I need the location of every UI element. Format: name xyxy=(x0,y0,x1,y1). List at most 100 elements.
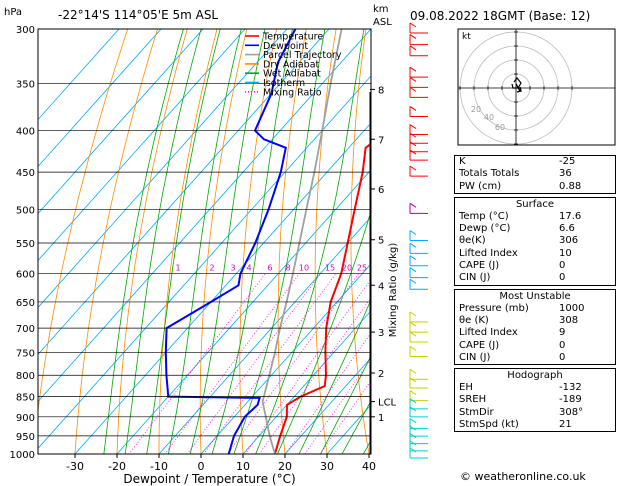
isotherm-line xyxy=(116,169,371,454)
pressure-tick-label: 400 xyxy=(16,127,35,138)
pressure-tick-label: 650 xyxy=(16,298,35,309)
altitude-tick-label: 5 xyxy=(378,236,384,247)
dry-adiabat-line xyxy=(116,29,188,454)
row-value: -189 xyxy=(559,394,582,406)
table-row: θe (K) 308 xyxy=(455,315,615,327)
dry-adiabat-line xyxy=(350,29,370,454)
wind-barb xyxy=(409,267,417,273)
isotherm-line xyxy=(158,216,371,454)
table-row: K -25 xyxy=(455,156,615,168)
pressure-tick-label: 300 xyxy=(16,25,35,36)
isotherm-line xyxy=(200,263,371,454)
mixing-ratio-label: 15 xyxy=(325,264,335,273)
mixing-ratio-line xyxy=(203,273,337,454)
mixing-ratio-label: 4 xyxy=(246,264,251,273)
table-row: CIN (J) 0 xyxy=(455,352,615,364)
x-tick-label: 0 xyxy=(198,460,205,473)
hodograph-trace xyxy=(511,77,522,89)
row-value: 21 xyxy=(559,419,572,431)
dry-adiabat-line xyxy=(158,29,218,454)
wind-barb xyxy=(409,418,417,423)
isotherm-line xyxy=(74,122,371,454)
row-value: 0 xyxy=(559,351,566,363)
wind-barb xyxy=(409,230,417,235)
x-tick-label: 30 xyxy=(320,460,334,473)
row-label: Lifted Index xyxy=(459,247,518,259)
wind-barb xyxy=(409,433,417,439)
plot-frame xyxy=(37,28,372,455)
row-label: StmSpd (kt) xyxy=(459,419,519,431)
wet-adiabat-line xyxy=(298,298,371,454)
hodograph-frame xyxy=(457,28,616,146)
dry-adiabat-line xyxy=(419,5,457,472)
altitude-unit-label: ASL xyxy=(373,17,392,28)
table-row: θe(K) 306 xyxy=(455,235,615,247)
table-row: SREH -189 xyxy=(455,394,615,406)
isotherm-line xyxy=(242,310,371,454)
pressure-tick-label: 800 xyxy=(16,371,35,382)
wind-barb xyxy=(409,331,417,337)
wind-barb xyxy=(409,149,417,155)
row-label: Temp (°C) xyxy=(459,210,509,222)
credit-text: © weatheronline.co.uk xyxy=(460,470,586,483)
hodograph-ring-label: 60 xyxy=(495,123,505,132)
wind-barb xyxy=(409,425,417,431)
table-row: Lifted Index 9 xyxy=(455,327,615,339)
wind-barb xyxy=(409,141,417,147)
legend-label: Dewpoint xyxy=(263,41,308,52)
wind-barb xyxy=(409,390,417,396)
table-row: Lifted Index 10 xyxy=(455,248,615,260)
mixing-ratio-label: 6 xyxy=(267,264,272,273)
row-label: Totals Totals xyxy=(459,168,520,180)
row-label: CAPE (J) xyxy=(459,260,500,272)
altitude-tick-label: 1 xyxy=(378,413,384,424)
mixing-ratio-label: 25 xyxy=(357,264,367,273)
row-label: Lifted Index xyxy=(459,327,518,339)
pressure-tick-label: 950 xyxy=(16,432,35,443)
wind-barb xyxy=(409,368,417,374)
wind-barb xyxy=(409,255,417,261)
row-value: 1000 xyxy=(559,302,585,314)
wind-barb xyxy=(409,86,417,92)
pressure-tick-label: 600 xyxy=(16,270,35,281)
table-row: CAPE (J) 0 xyxy=(455,260,615,272)
table-row: EH -132 xyxy=(455,382,615,394)
x-tick-label: -20 xyxy=(108,460,126,473)
row-value: 17.6 xyxy=(559,210,582,222)
row-value: 6.6 xyxy=(559,223,575,235)
altitude-tick-label: 3 xyxy=(378,328,384,339)
wet-adiabat-line xyxy=(276,209,371,454)
wet-adiabat-line xyxy=(341,399,371,454)
wind-barb xyxy=(409,34,417,39)
dry-adiabat-line xyxy=(74,29,158,454)
wind-barb xyxy=(409,22,417,28)
wind-barb xyxy=(409,66,417,72)
mixing-ratio-label: 3 xyxy=(230,264,235,273)
legend-label: Isotherm xyxy=(263,78,305,89)
row-label: PW (cm) xyxy=(459,180,502,192)
row-label: CAPE (J) xyxy=(459,339,500,351)
mixing-ratio-line xyxy=(244,278,371,454)
pressure-tick-label: 700 xyxy=(16,324,35,335)
x-tick-label: 10 xyxy=(236,460,250,473)
table-row: Pressure (mb) 1000 xyxy=(455,303,615,315)
isotherm-line xyxy=(38,29,204,215)
wind-barb xyxy=(409,440,417,446)
pressure-tick-label: 900 xyxy=(16,413,35,424)
wind-barb xyxy=(409,76,417,82)
hodograph-table: Hodograph EH -132 SREH -189 StmDir 308° Stm… xyxy=(454,368,616,433)
altitude-tick-label: 7 xyxy=(378,135,384,146)
isotherm-line xyxy=(284,357,371,454)
wet-adiabat-line xyxy=(124,29,202,454)
wind-barb xyxy=(409,132,417,138)
wind-barb xyxy=(409,242,417,248)
altitude-tick-label: LCL xyxy=(378,398,397,409)
indices-panel: K -25 Totals Totals 36 PW (cm) 0.88 Surface… xyxy=(454,155,616,433)
x-tick-label: -30 xyxy=(66,460,84,473)
mixing-ratio-label: 10 xyxy=(299,264,309,273)
row-label: θe (K) xyxy=(459,314,489,326)
wind-barb xyxy=(409,311,417,317)
wet-adiabat-line xyxy=(189,29,266,454)
hodograph-title: Hodograph xyxy=(507,370,563,382)
pressure-tick-label: 750 xyxy=(16,348,35,359)
